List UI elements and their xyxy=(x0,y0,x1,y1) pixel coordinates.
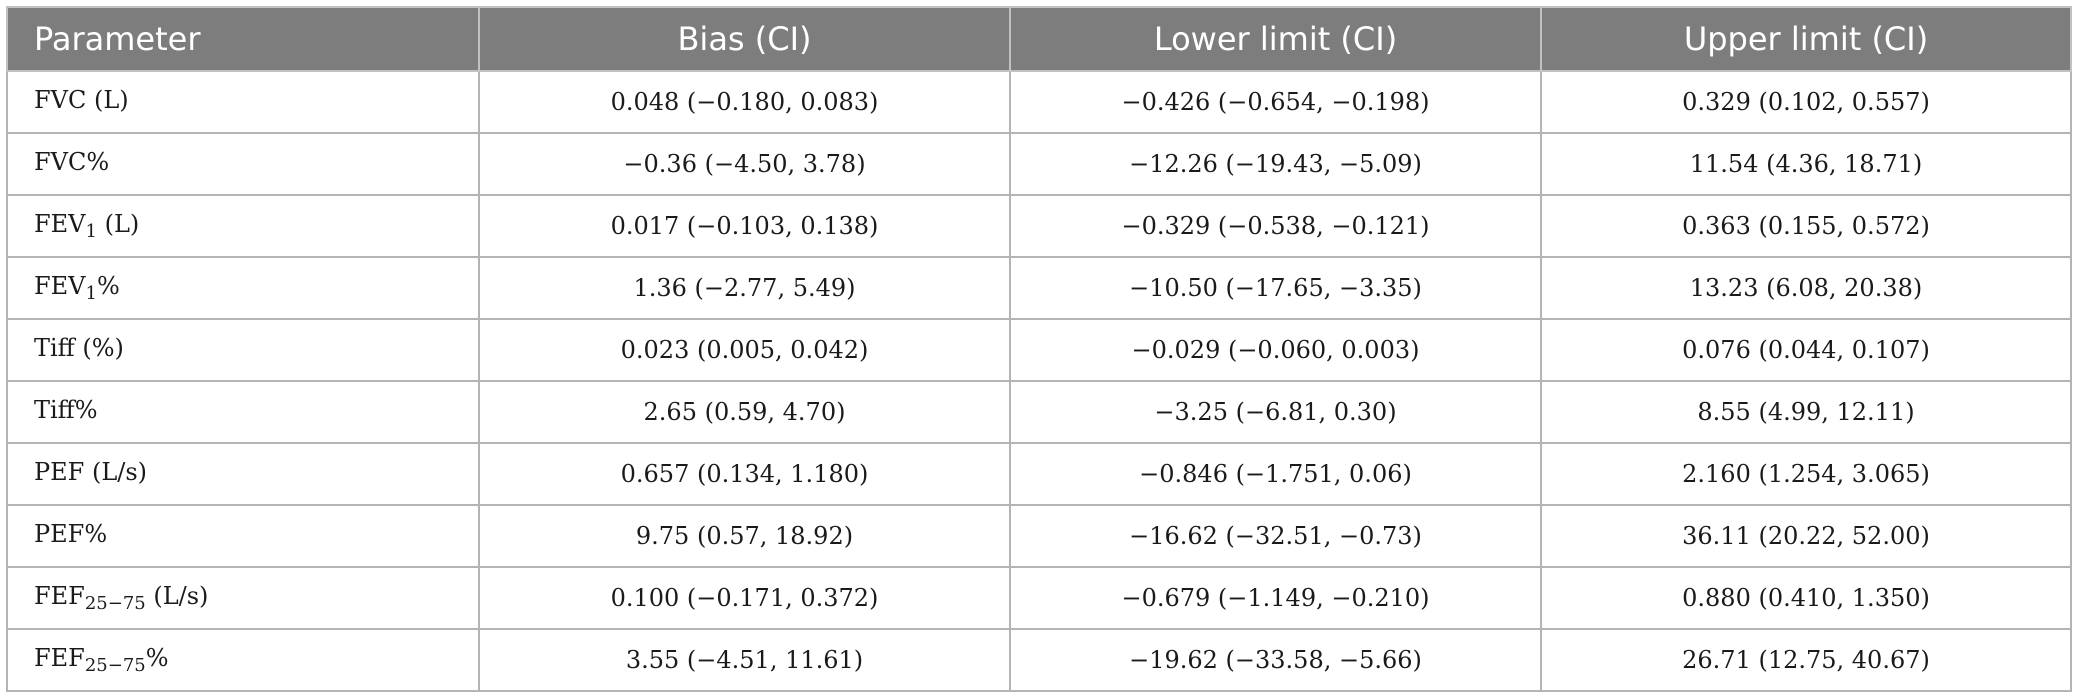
lower-limit-cell: −19.62 (−33.58, −5.66) xyxy=(1009,628,1542,692)
parameter-name: FVC% xyxy=(34,148,110,176)
parameter-name: Tiff (%) xyxy=(34,334,124,362)
parameter-suffix: % xyxy=(145,644,169,672)
lower-limit-cell: −12.26 (−19.43, −5.09) xyxy=(1009,132,1542,196)
upper-limit-cell: 26.71 (12.75, 40.67) xyxy=(1540,628,2072,692)
parameter-name: PEF (L/s) xyxy=(34,458,148,486)
table-row: FEF25−75% 3.55 (−4.51, 11.61) −19.62 (−3… xyxy=(6,628,2072,692)
table-header: Parameter Bias (CI) Lower limit (CI) Upp… xyxy=(6,6,2072,72)
data-table: Parameter Bias (CI) Lower limit (CI) Upp… xyxy=(6,6,2072,692)
parameter-cell: PEF% xyxy=(6,504,480,568)
bias-cell: 2.65 (0.59, 4.70) xyxy=(478,380,1011,444)
header-parameter: Parameter xyxy=(6,6,480,72)
bias-cell: 0.023 (0.005, 0.042) xyxy=(478,318,1011,382)
parameter-suffix: (L/s) xyxy=(145,582,209,610)
upper-limit-cell: 0.880 (0.410, 1.350) xyxy=(1540,566,2072,630)
header-bias: Bias (CI) xyxy=(478,6,1011,72)
lower-limit-cell: −10.50 (−17.65, −3.35) xyxy=(1009,256,1542,320)
table-row: PEF% 9.75 (0.57, 18.92) −16.62 (−32.51, … xyxy=(6,504,2072,568)
parameter-name: FEF xyxy=(34,644,85,672)
table-row: FEF25−75 (L/s) 0.100 (−0.171, 0.372) −0.… xyxy=(6,566,2072,630)
lower-limit-cell: −0.679 (−1.149, −0.210) xyxy=(1009,566,1542,630)
bias-cell: 1.36 (−2.77, 5.49) xyxy=(478,256,1011,320)
parameter-subscript: 25−75 xyxy=(84,655,146,676)
table-row: Tiff (%) 0.023 (0.005, 0.042) −0.029 (−0… xyxy=(6,318,2072,382)
table-row: FEV1 (L) 0.017 (−0.103, 0.138) −0.329 (−… xyxy=(6,194,2072,258)
lower-limit-cell: −0.329 (−0.538, −0.121) xyxy=(1009,194,1542,258)
upper-limit-cell: 36.11 (20.22, 52.00) xyxy=(1540,504,2072,568)
parameter-cell: Tiff% xyxy=(6,380,480,444)
bias-cell: 0.657 (0.134, 1.180) xyxy=(478,442,1011,506)
lower-limit-cell: −3.25 (−6.81, 0.30) xyxy=(1009,380,1542,444)
lower-limit-cell: −0.426 (−0.654, −0.198) xyxy=(1009,70,1542,134)
parameter-cell: FEF25−75 (L/s) xyxy=(6,566,480,630)
bias-cell: 9.75 (0.57, 18.92) xyxy=(478,504,1011,568)
header-upper-limit: Upper limit (CI) xyxy=(1540,6,2072,72)
parameter-cell: Tiff (%) xyxy=(6,318,480,382)
table-row: FVC (L) 0.048 (−0.180, 0.083) −0.426 (−0… xyxy=(6,70,2072,134)
lower-limit-cell: −0.846 (−1.751, 0.06) xyxy=(1009,442,1542,506)
parameter-name: Tiff% xyxy=(34,396,98,424)
parameter-suffix: % xyxy=(96,272,120,300)
parameter-suffix: (L) xyxy=(86,86,129,114)
parameter-cell: FEV1% xyxy=(6,256,480,320)
lower-limit-cell: −0.029 (−0.060, 0.003) xyxy=(1009,318,1542,382)
table-body: FVC (L) 0.048 (−0.180, 0.083) −0.426 (−0… xyxy=(6,70,2072,692)
parameter-subscript: 1 xyxy=(85,283,97,304)
parameter-cell: FVC (L) xyxy=(6,70,480,134)
parameter-name: PEF% xyxy=(34,520,108,548)
table-row: Tiff% 2.65 (0.59, 4.70) −3.25 (−6.81, 0.… xyxy=(6,380,2072,444)
table-container: Parameter Bias (CI) Lower limit (CI) Upp… xyxy=(6,6,2072,692)
upper-limit-cell: 13.23 (6.08, 20.38) xyxy=(1540,256,2072,320)
parameter-cell: FVC% xyxy=(6,132,480,196)
parameter-name: FEV xyxy=(34,210,86,238)
parameter-name: FVC xyxy=(34,86,87,114)
upper-limit-cell: 11.54 (4.36, 18.71) xyxy=(1540,132,2072,196)
table-row: FVC% −0.36 (−4.50, 3.78) −12.26 (−19.43,… xyxy=(6,132,2072,196)
parameter-subscript: 1 xyxy=(85,221,97,242)
parameter-cell: FEF25−75% xyxy=(6,628,480,692)
upper-limit-cell: 0.076 (0.044, 0.107) xyxy=(1540,318,2072,382)
bias-cell: 0.048 (−0.180, 0.083) xyxy=(478,70,1011,134)
upper-limit-cell: 2.160 (1.254, 3.065) xyxy=(1540,442,2072,506)
table-row: FEV1% 1.36 (−2.77, 5.49) −10.50 (−17.65,… xyxy=(6,256,2072,320)
bias-cell: −0.36 (−4.50, 3.78) xyxy=(478,132,1011,196)
bias-cell: 0.017 (−0.103, 0.138) xyxy=(478,194,1011,258)
parameter-cell: PEF (L/s) xyxy=(6,442,480,506)
bias-cell: 0.100 (−0.171, 0.372) xyxy=(478,566,1011,630)
table-row: PEF (L/s) 0.657 (0.134, 1.180) −0.846 (−… xyxy=(6,442,2072,506)
bias-cell: 3.55 (−4.51, 11.61) xyxy=(478,628,1011,692)
upper-limit-cell: 0.363 (0.155, 0.572) xyxy=(1540,194,2072,258)
parameter-name: FEV xyxy=(34,272,86,300)
parameter-name: FEF xyxy=(34,582,85,610)
lower-limit-cell: −16.62 (−32.51, −0.73) xyxy=(1009,504,1542,568)
upper-limit-cell: 0.329 (0.102, 0.557) xyxy=(1540,70,2072,134)
parameter-suffix: (L) xyxy=(96,210,140,238)
parameter-cell: FEV1 (L) xyxy=(6,194,480,258)
header-row: Parameter Bias (CI) Lower limit (CI) Upp… xyxy=(6,6,2072,72)
header-lower-limit: Lower limit (CI) xyxy=(1009,6,1542,72)
parameter-subscript: 25−75 xyxy=(84,593,146,614)
upper-limit-cell: 8.55 (4.99, 12.11) xyxy=(1540,380,2072,444)
